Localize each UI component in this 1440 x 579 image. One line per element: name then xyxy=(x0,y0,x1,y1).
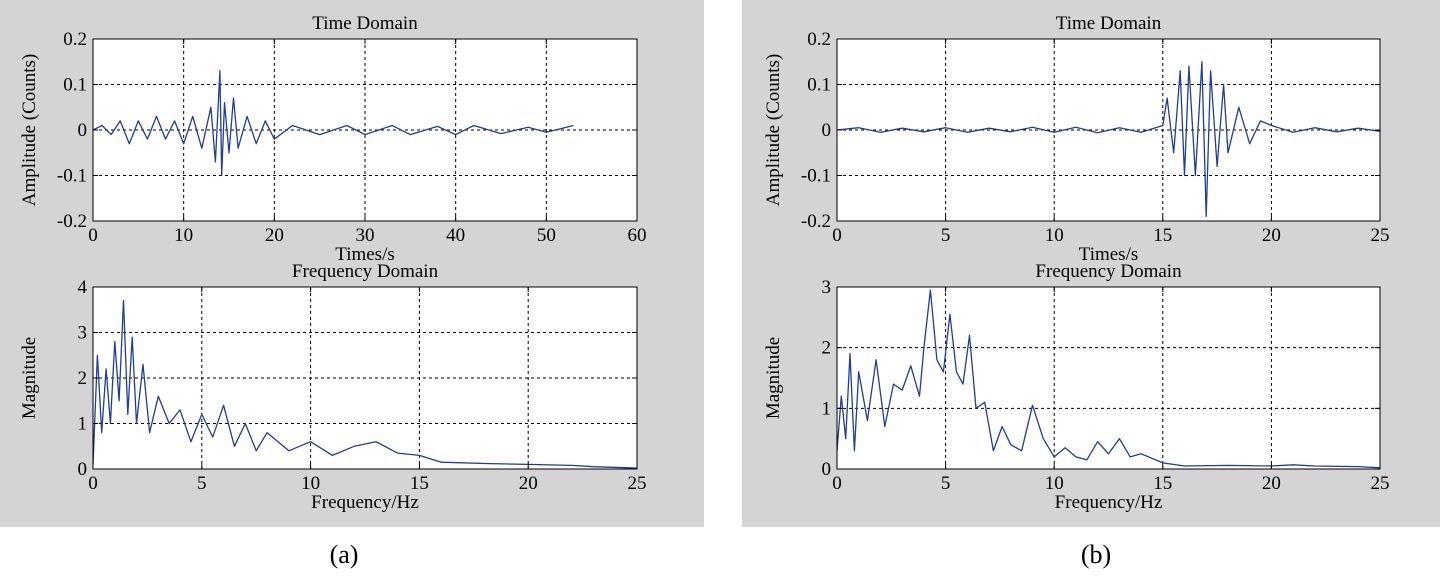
panel-b-time-domain-y-tick-label: -0.1 xyxy=(801,166,831,187)
panel-a-frequency-domain-y-tick-label: 3 xyxy=(78,323,88,344)
panel-a-time-domain-x-tick-label: 0 xyxy=(88,225,98,246)
panel-a-frequency-domain-y-tick-label: 2 xyxy=(78,368,88,389)
panel-a-frequency-domain-x-tick-label: 10 xyxy=(301,473,320,494)
panel-a-frequency-domain-title: Frequency Domain xyxy=(292,261,439,282)
panel-b-frequency-domain-y-tick-label: 2 xyxy=(822,338,832,359)
panel-b-time-domain-x-tick-label: 20 xyxy=(1262,225,1281,246)
panel-a-time-domain-title: Time Domain xyxy=(312,13,418,34)
panel-a-frequency-domain-ylabel: Magnitude xyxy=(19,337,40,419)
panel-a-time-domain-series-line xyxy=(92,70,574,177)
panel-a-time-domain-y-tick-label: 0 xyxy=(78,120,88,141)
panel-b-time-domain-series-line xyxy=(836,61,1381,218)
panel-b-frequency-domain-x-tick-label: 10 xyxy=(1045,473,1064,494)
panel-b-time-domain-y-tick-label: -0.2 xyxy=(801,211,831,232)
panel-b-time-domain-x-tick-label: 0 xyxy=(832,225,842,246)
panel-b-frequency-domain-x-tick-label: 5 xyxy=(941,473,951,494)
panel-a-frequency-domain-x-tick-label: 25 xyxy=(628,473,647,494)
panel-a-time-domain-y-tick-label: -0.1 xyxy=(57,166,87,187)
caption-b: (b) xyxy=(1080,540,1112,569)
panel-a: 0 10 20 30 40 50 60 -0.2 -0.1 0 0.1 0.2 Time Domain T… xyxy=(0,0,704,527)
panel-a-time-domain-x-tick-label: 60 xyxy=(628,225,647,246)
panel-a-frequency-domain-x-tick-label: 5 xyxy=(197,473,207,494)
panel-b-frequency-domain-y-tick-label: 0 xyxy=(822,459,832,480)
panel-a-frequency-domain-x-tick-label: 0 xyxy=(88,473,98,494)
panel-b-frequency-domain-title: Frequency Domain xyxy=(1035,261,1182,282)
panel-a-frequency-domain: 0 5 10 15 20 25 0 1 2 3 4 Frequency Domain Frequency… xyxy=(19,261,647,513)
panel-b-frequency-domain-x-tick-label: 20 xyxy=(1262,473,1281,494)
panel-a-time-domain-xlabel: Times/s xyxy=(335,244,395,265)
panel-b: 0 5 10 15 20 25 -0.2 -0.1 0 0.1 0.2 Time Domain Time… xyxy=(742,0,1440,527)
panel-b-frequency-domain-axes-frame xyxy=(836,286,1381,470)
panel-b-frequency-domain-x-tick-label: 15 xyxy=(1153,473,1172,494)
panel-b-frequency-domain-plot-area xyxy=(837,287,1380,469)
panel-a-frequency-domain-y-tick-label: 0 xyxy=(78,459,88,480)
panel-b-time-domain-y-tick-label: 0.2 xyxy=(807,29,831,50)
panel-a-time-domain-x-tick-label: 50 xyxy=(537,225,556,246)
panel-a-frequency-domain-x-tick-label: 20 xyxy=(519,473,538,494)
panel-b-time-domain-y-tick-label: 0.1 xyxy=(807,75,831,96)
panel-a-frequency-domain-xlabel: Frequency/Hz xyxy=(311,492,419,513)
panel-a-frequency-domain-y-tick-label: 4 xyxy=(78,277,88,298)
panel-b-time-domain-xlabel: Times/s xyxy=(1079,244,1139,265)
panel-b-frequency-domain-series-line xyxy=(836,289,1381,469)
panel-b-frequency-domain-x-tick-label: 25 xyxy=(1371,473,1390,494)
panel-b-time-domain-ylabel: Amplitude (Counts) xyxy=(763,54,784,207)
panel-b-time-domain-x-tick-label: 10 xyxy=(1045,225,1064,246)
panel-b-frequency-domain-x-tick-label: 0 xyxy=(832,473,842,494)
panel-b-time-domain-x-tick-label: 5 xyxy=(941,225,951,246)
panel-a-frequency-domain-x-tick-label: 15 xyxy=(410,473,429,494)
panel-b-frequency-domain-y-tick-label: 3 xyxy=(822,277,832,298)
panel-b-frequency-domain-ylabel: Magnitude xyxy=(763,337,784,419)
panel-b-frequency-domain: 0 5 10 15 20 25 0 1 2 3 Frequency Domain Frequency/… xyxy=(763,261,1390,513)
panel-a-time-domain-ylabel: Amplitude (Counts) xyxy=(19,54,40,207)
panel-a-frequency-domain-y-tick-label: 1 xyxy=(78,414,88,435)
panel-b-frequency-domain-y-tick-label: 1 xyxy=(822,398,832,419)
panel-b-frequency-domain-xlabel: Frequency/Hz xyxy=(1055,492,1163,513)
panel-a-time-domain-x-tick-label: 40 xyxy=(446,225,465,246)
panel-a-frequency-domain-series-line xyxy=(92,299,638,469)
caption-a: (a) xyxy=(329,540,359,569)
panel-b-time-domain-x-tick-label: 25 xyxy=(1371,225,1390,246)
panel-a-time-domain-x-tick-label: 30 xyxy=(356,225,375,246)
panel-b-time-domain-title: Time Domain xyxy=(1056,13,1162,34)
panel-a-time-domain-y-tick-label: 0.2 xyxy=(63,29,87,50)
panel-a-time-domain-x-tick-label: 20 xyxy=(265,225,284,246)
panel-b-time-domain-x-tick-label: 15 xyxy=(1153,225,1172,246)
panel-b-time-domain-y-tick-label: 0 xyxy=(822,120,832,141)
panel-a-time-domain-y-tick-label: 0.1 xyxy=(63,75,87,96)
panel-a-time-domain: 0 10 20 30 40 50 60 -0.2 -0.1 0 0.1 0.2 Time Domain T… xyxy=(19,13,647,265)
panel-b-time-domain: 0 5 10 15 20 25 -0.2 -0.1 0 0.1 0.2 Time Domain Time… xyxy=(763,13,1390,265)
panel-a-time-domain-y-tick-label: -0.2 xyxy=(57,211,87,232)
panel-a-time-domain-x-tick-label: 10 xyxy=(174,225,193,246)
